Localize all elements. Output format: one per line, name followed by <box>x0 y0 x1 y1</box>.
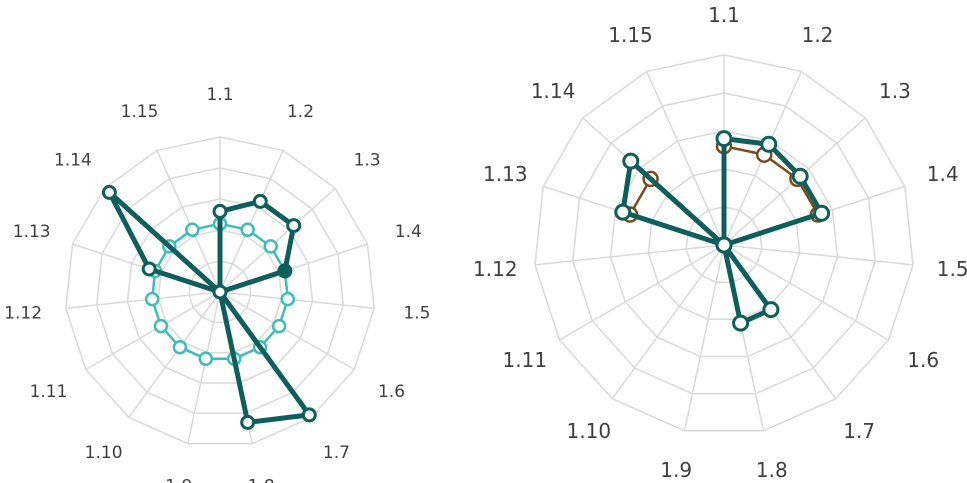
category-label: 1.1 <box>206 85 233 105</box>
grid-spoke <box>219 187 336 293</box>
data-point-marker <box>286 218 302 234</box>
data-point-marker <box>791 167 809 185</box>
grid-spoke <box>85 291 221 371</box>
category-label: 1.4 <box>927 162 959 186</box>
grid-ring <box>157 229 283 354</box>
grid-spoke <box>187 291 221 444</box>
grid-spoke <box>723 244 889 341</box>
data-point-marker <box>277 263 293 279</box>
category-label: 1.13 <box>483 162 528 186</box>
grid-spoke <box>534 244 725 266</box>
category-label: 1.12 <box>473 257 518 281</box>
grid-spoke <box>219 291 375 309</box>
data-point-marker <box>762 301 780 319</box>
data-point-marker <box>715 130 733 148</box>
grid-ring <box>534 54 914 432</box>
category-label: 1.7 <box>843 419 875 443</box>
data-point-marker <box>252 193 268 209</box>
data-point-marker <box>172 339 188 355</box>
grid-spoke <box>219 150 284 293</box>
data-point-marker <box>240 414 256 430</box>
category-label: 1.12 <box>4 304 42 324</box>
grid-spoke <box>611 244 725 400</box>
data-point-marker <box>141 261 157 277</box>
grid-ring <box>188 260 252 324</box>
category-label: 1.2 <box>802 23 834 47</box>
data-point-marker <box>280 291 296 307</box>
series-line <box>150 222 290 360</box>
category-label: 1.11 <box>30 382 68 402</box>
category-label: 1.5 <box>403 304 430 324</box>
series-line <box>620 136 825 326</box>
grid-spoke <box>65 291 221 309</box>
category-label: 1.14 <box>531 79 576 103</box>
data-point-marker <box>185 222 200 237</box>
data-point-marker <box>813 204 831 222</box>
grid-ring <box>65 136 375 445</box>
category-label: 1.3 <box>879 79 911 103</box>
grid-ring <box>95 167 345 415</box>
category-label: 1.14 <box>54 151 92 171</box>
data-point-marker <box>732 314 750 332</box>
data-point-marker <box>144 291 160 307</box>
category-label: 1.6 <box>907 348 939 372</box>
category-label: 1.1 <box>708 3 740 27</box>
category-label: 1.15 <box>608 23 653 47</box>
category-label: 1.6 <box>378 382 405 402</box>
data-point-marker <box>101 184 117 200</box>
grid-spoke <box>683 244 725 431</box>
category-label: 1.9 <box>165 477 192 483</box>
data-point-marker <box>271 318 287 334</box>
grid-spoke <box>559 244 725 341</box>
category-label: 1.10 <box>567 419 612 443</box>
category-label: 1.8 <box>248 477 275 483</box>
category-label: 1.15 <box>121 102 159 122</box>
grid-spoke <box>646 71 725 246</box>
data-point-marker <box>760 135 778 153</box>
category-label: 1.5 <box>937 257 967 281</box>
category-label: 1.4 <box>395 222 422 242</box>
category-label: 1.9 <box>660 458 692 482</box>
data-point-marker <box>301 407 317 423</box>
grid-spoke <box>156 150 221 293</box>
data-point-marker <box>212 284 228 300</box>
category-label: 1.10 <box>85 443 123 463</box>
radar-chart-left: 1.1 1.2 1.3 1.4 1.5 1.6 1.7 1.8 1.9 1.10 1.11 1.12 1… <box>4 85 430 483</box>
data-point-marker <box>622 152 640 170</box>
grid-spoke <box>723 244 914 266</box>
category-label: 1.13 <box>13 222 51 242</box>
data-point-marker <box>212 203 228 219</box>
category-label: 1.7 <box>323 443 350 463</box>
category-label: 1.3 <box>354 151 381 171</box>
grid-spoke <box>219 291 355 371</box>
grid-ring <box>685 206 763 283</box>
grid-ring <box>126 198 314 384</box>
data-point-marker <box>153 318 169 334</box>
grid-spoke <box>128 291 221 418</box>
grid-ring <box>572 92 876 395</box>
grid-ring <box>647 168 801 321</box>
radar-chart-right: 1.1 1.2 1.3 1.4 1.5 1.6 1.7 1.8 1.9 1.10 1.11 1.12 1… <box>473 3 967 482</box>
data-point-marker <box>240 222 255 237</box>
data-point-marker <box>614 203 632 221</box>
category-label: 1.2 <box>287 102 314 122</box>
data-point-marker <box>715 236 733 254</box>
category-label: 1.8 <box>756 458 788 482</box>
category-label: 1.11 <box>503 348 548 372</box>
data-point-marker <box>263 239 278 254</box>
data-point-marker <box>198 351 214 366</box>
